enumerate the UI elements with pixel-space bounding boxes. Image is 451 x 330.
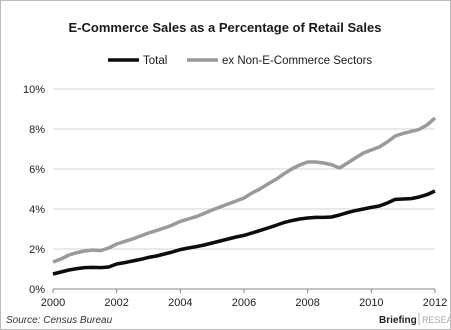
legend-label-ex-sectors: ex Non-E-Commerce Sectors	[222, 55, 372, 67]
x-tick-label-0: 2000	[41, 297, 65, 309]
chart-title: E-Commerce Sales as a Percentage of Reta…	[69, 20, 382, 35]
brand-name: Briefing	[379, 315, 417, 326]
source-note: Source: Census Bureau	[6, 315, 113, 326]
x-axis-tick-labels: 2000 2002 2004 2006 2008 2010 2012	[41, 297, 447, 309]
series-line-ex-sectors	[52, 116, 437, 264]
x-tick-label-1: 2002	[104, 297, 128, 309]
y-tick-label-5: 10%	[23, 84, 45, 96]
series-lines	[52, 116, 437, 276]
y-tick-label-4: 8%	[29, 124, 45, 136]
legend: Total ex Non-E-Commerce Sectors	[108, 55, 372, 67]
brand-subtext: RESEARC	[422, 315, 450, 325]
x-tick-label-5: 2010	[359, 297, 383, 309]
axes	[52, 288, 436, 293]
x-tick-label-3: 2006	[232, 297, 256, 309]
y-axis-tick-labels: 0% 2% 4% 6% 8% 10%	[23, 84, 45, 296]
y-tick-label-1: 2%	[29, 244, 45, 256]
y-tick-label-0: 0%	[29, 284, 45, 296]
legend-label-total: Total	[143, 55, 167, 67]
briefing-logo: Briefing RESEARC	[379, 313, 450, 326]
x-tick-label-2: 2004	[168, 297, 192, 309]
gridlines	[53, 88, 435, 250]
y-tick-label-2: 4%	[29, 204, 45, 216]
y-tick-label-3: 6%	[29, 164, 45, 176]
series-line-total	[52, 189, 436, 276]
x-tick-label-6: 2012	[423, 297, 447, 309]
x-tick-label-4: 2008	[295, 297, 319, 309]
